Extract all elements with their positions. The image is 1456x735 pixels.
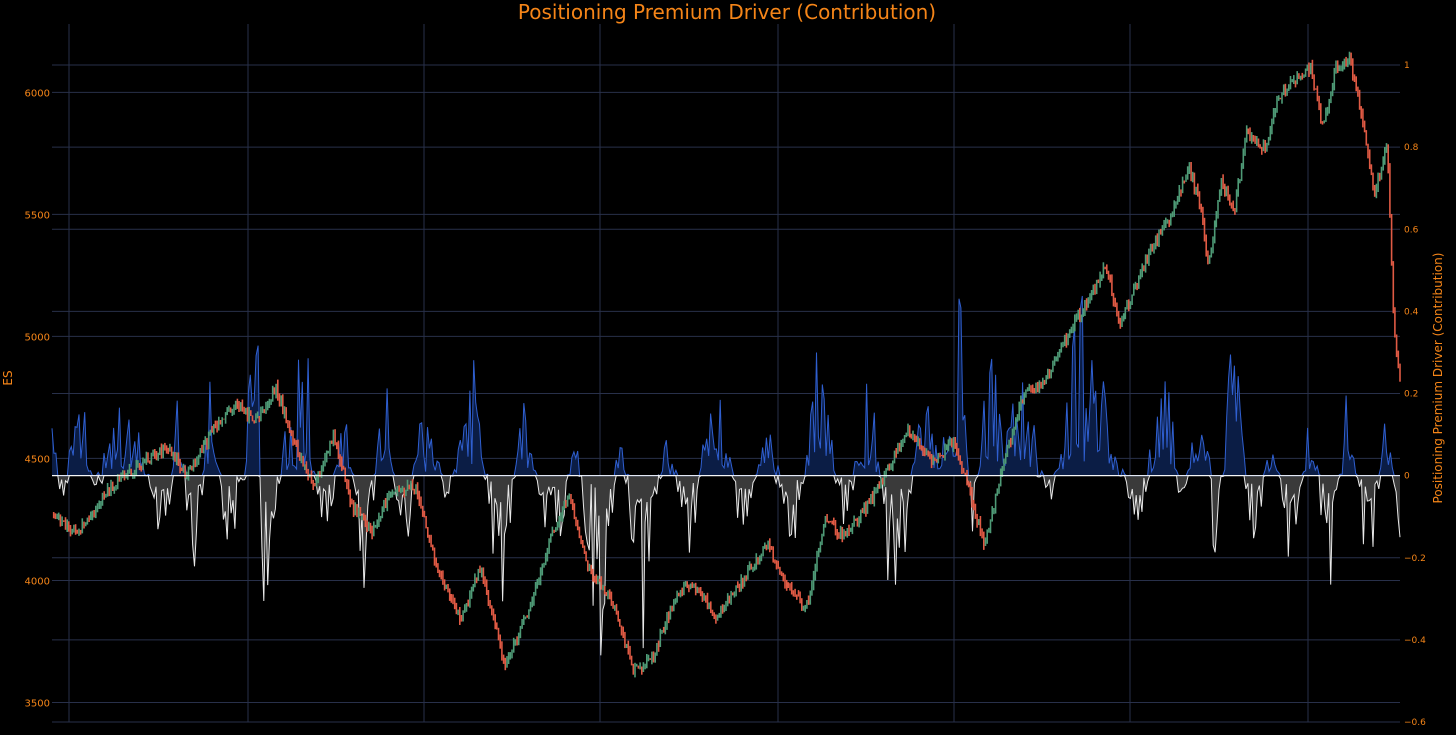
- left-tick-label-3: 5000: [25, 332, 50, 343]
- right-tick-label-4: 0.2: [1404, 390, 1418, 400]
- driver-negative-area: [52, 475, 1400, 656]
- right-tick-label-2: −0.2: [1404, 554, 1426, 564]
- right-axis-ticks: −0.6 −0.4 −0.2 0 0.2 0.4 0.6 0.8 1: [1404, 61, 1426, 728]
- left-tick-label-5: 6000: [25, 88, 50, 99]
- left-tick-label-2: 4500: [25, 454, 50, 465]
- right-axis-title: Positioning Premium Driver (Contribution…: [1431, 253, 1445, 504]
- left-tick-label-1: 4000: [25, 576, 50, 587]
- right-tick-label-3: 0: [1404, 472, 1410, 482]
- right-tick-label-0: −0.6: [1404, 718, 1426, 728]
- chart-title: Positioning Premium Driver (Contribution…: [518, 0, 936, 24]
- left-tick-label-0: 3500: [25, 698, 50, 709]
- right-tick-label-7: 0.8: [1404, 143, 1419, 153]
- right-tick-label-6: 0.6: [1404, 225, 1419, 235]
- right-tick-label-8: 1: [1404, 61, 1410, 71]
- left-tick-label-4: 5500: [25, 210, 50, 221]
- left-axis-ticks: 3500 4000 4500 5000 5500 6000: [25, 88, 50, 709]
- left-axis-title: ES: [1, 370, 15, 385]
- right-tick-label-1: −0.4: [1404, 636, 1426, 646]
- right-tick-label-5: 0.4: [1404, 307, 1419, 317]
